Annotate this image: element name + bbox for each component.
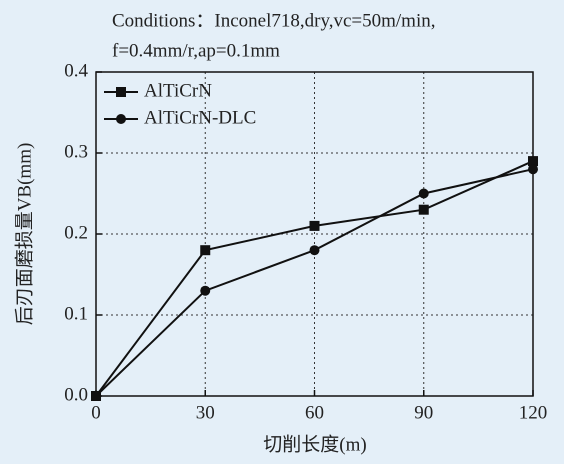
- y-tick-label: 0.3: [64, 141, 88, 162]
- y-axis-label: 后刃面磨损量VB(mm): [13, 143, 35, 326]
- marker: [418, 204, 429, 215]
- marker: [309, 220, 320, 231]
- annotation: f=0.4mm/r,ap=0.1mm: [112, 40, 280, 61]
- legend-marker: [116, 114, 126, 124]
- marker: [309, 245, 320, 256]
- legend-label: AlTiCrN: [144, 80, 212, 101]
- y-tick-label: 0.1: [64, 303, 88, 324]
- marker: [418, 188, 429, 199]
- marker: [91, 391, 101, 401]
- x-axis-label: 切削长度(m): [263, 433, 366, 455]
- legend-marker: [116, 87, 126, 97]
- x-tick-label: 0: [91, 402, 101, 423]
- marker: [528, 164, 538, 175]
- marker: [200, 285, 211, 296]
- x-tick-label: 120: [519, 402, 548, 423]
- plot-frame: [95, 71, 534, 397]
- x-tick-label: 30: [196, 402, 215, 423]
- legend-label: AlTiCrN-DLC: [144, 107, 256, 128]
- annotation: Conditions：Inconel718,dry,vc=50m/min,: [112, 10, 435, 31]
- marker: [200, 245, 211, 256]
- marker: [528, 156, 538, 167]
- x-tick-label: 90: [414, 402, 433, 423]
- y-tick-label: 0.0: [64, 384, 88, 405]
- y-tick-label: 0.4: [64, 60, 88, 81]
- x-tick-label: 60: [305, 402, 324, 423]
- y-tick-label: 0.2: [64, 222, 88, 243]
